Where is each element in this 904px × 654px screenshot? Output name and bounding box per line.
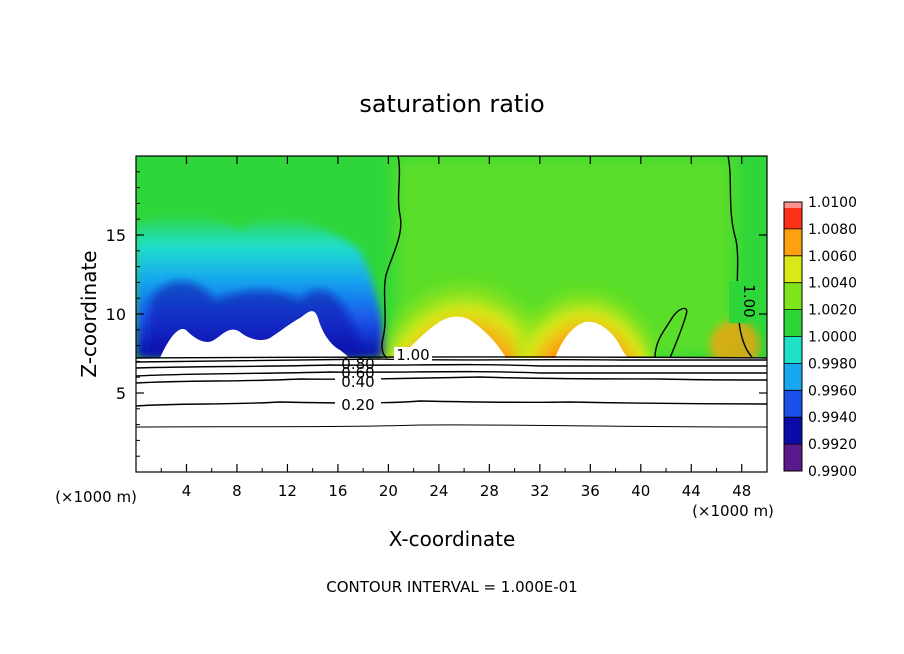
- contour-label-0.20: 0.20: [341, 396, 374, 414]
- y-tick-label-5: 5: [116, 384, 126, 403]
- x-tick-label-44: 44: [682, 482, 701, 500]
- x-tick-label-4: 4: [182, 482, 192, 500]
- colorbar-label-8: 1.0060: [808, 249, 857, 265]
- x-unit-right: (×1000 m): [692, 502, 774, 520]
- contour-1.00-right-lower: [738, 319, 753, 358]
- colorbar-label-5: 1.0000: [808, 330, 857, 346]
- contour-0.20: [136, 400, 767, 407]
- x-tick-label-16: 16: [328, 482, 347, 500]
- lower-section: [136, 358, 767, 472]
- x-tick-label-48: 48: [732, 482, 751, 500]
- x-tick-label-32: 32: [530, 482, 549, 500]
- contour-labels: 0.20 0.40 0.60 0.80 1.00 1.00: [335, 281, 758, 414]
- y-tick-label-10: 10: [106, 305, 126, 324]
- x-axis: 4 8 12 16 20 24 28 32 36 40 44 48: [160, 156, 751, 500]
- colorbar-label-2: 0.9940: [808, 410, 857, 426]
- x-tick-label-40: 40: [631, 482, 650, 500]
- colorbar-swatch-5: [784, 309, 802, 337]
- x-tick-label-24: 24: [429, 482, 448, 500]
- y-axis: 5 10 15: [106, 171, 767, 457]
- contour-label-0.80: 0.80: [341, 355, 374, 373]
- white-mask-left: [160, 311, 350, 358]
- colorbar-swatch-9: [784, 202, 802, 229]
- colorbar-swatch-2: [784, 390, 802, 418]
- colorbar-swatch-8: [784, 228, 802, 256]
- contour-0.60: [136, 370, 767, 377]
- colorbar-swatch-3: [784, 363, 802, 391]
- chart-title: saturation ratio: [359, 90, 544, 118]
- colorbar-swatch-top: [784, 202, 802, 208]
- contour-0.40: [136, 376, 767, 384]
- x-tick-label-20: 20: [379, 482, 398, 500]
- white-mask-plume-2: [555, 321, 628, 358]
- colorbar-label-1: 0.9920: [808, 437, 857, 453]
- contour-lines: [136, 156, 767, 428]
- colorbar: 0.9900 0.9920 0.9940 0.9960 0.9980 1.0000 1.00…: [783, 195, 857, 480]
- y-axis-label: Z-coordinate: [77, 250, 101, 377]
- x-unit-left: (×1000 m): [55, 488, 137, 506]
- colorbar-label-4: 0.9980: [808, 356, 857, 372]
- contour-low: [136, 424, 767, 428]
- colorbar-label-9: 1.0080: [808, 222, 857, 238]
- x-axis-label: X-coordinate: [389, 527, 516, 551]
- contour-1.00-blob: [654, 307, 688, 359]
- plot-area: 0.20 0.40 0.60 0.80 1.00 1.00: [136, 156, 767, 472]
- colorbar-label-6: 1.0020: [808, 303, 857, 319]
- colorbar-label-7: 1.0040: [808, 276, 857, 292]
- colorbar-swatch-4: [784, 336, 802, 364]
- contour-interval-note: CONTOUR INTERVAL = 1.000E-01: [326, 578, 577, 596]
- x-tick-label-28: 28: [480, 482, 499, 500]
- colorbar-swatch-7: [784, 255, 802, 283]
- colorbar-swatch-0: [784, 444, 802, 471]
- contour-label-0.40: 0.40: [341, 373, 374, 391]
- contour-0.80: [136, 363, 767, 369]
- contour-1.00-left: [381, 156, 402, 359]
- colorbar-swatch-6: [784, 282, 802, 310]
- x-tick-label-12: 12: [278, 482, 297, 500]
- colorbar-label-0: 0.9900: [808, 464, 857, 480]
- colorbar-label-10: 1.0100: [808, 195, 857, 211]
- colorbar-swatch-1: [784, 417, 802, 445]
- contour-label-1.00-right: 1.00: [740, 284, 758, 317]
- contour-label-0.60: 0.60: [341, 364, 374, 382]
- y-tick-label-15: 15: [106, 226, 126, 245]
- colorbar-label-3: 0.9960: [808, 383, 857, 399]
- x-tick-label-8: 8: [232, 482, 242, 500]
- contour-0.90: [136, 358, 767, 363]
- contour-label-1.00-lower: 1.00: [396, 346, 429, 364]
- x-tick-label-36: 36: [581, 482, 600, 500]
